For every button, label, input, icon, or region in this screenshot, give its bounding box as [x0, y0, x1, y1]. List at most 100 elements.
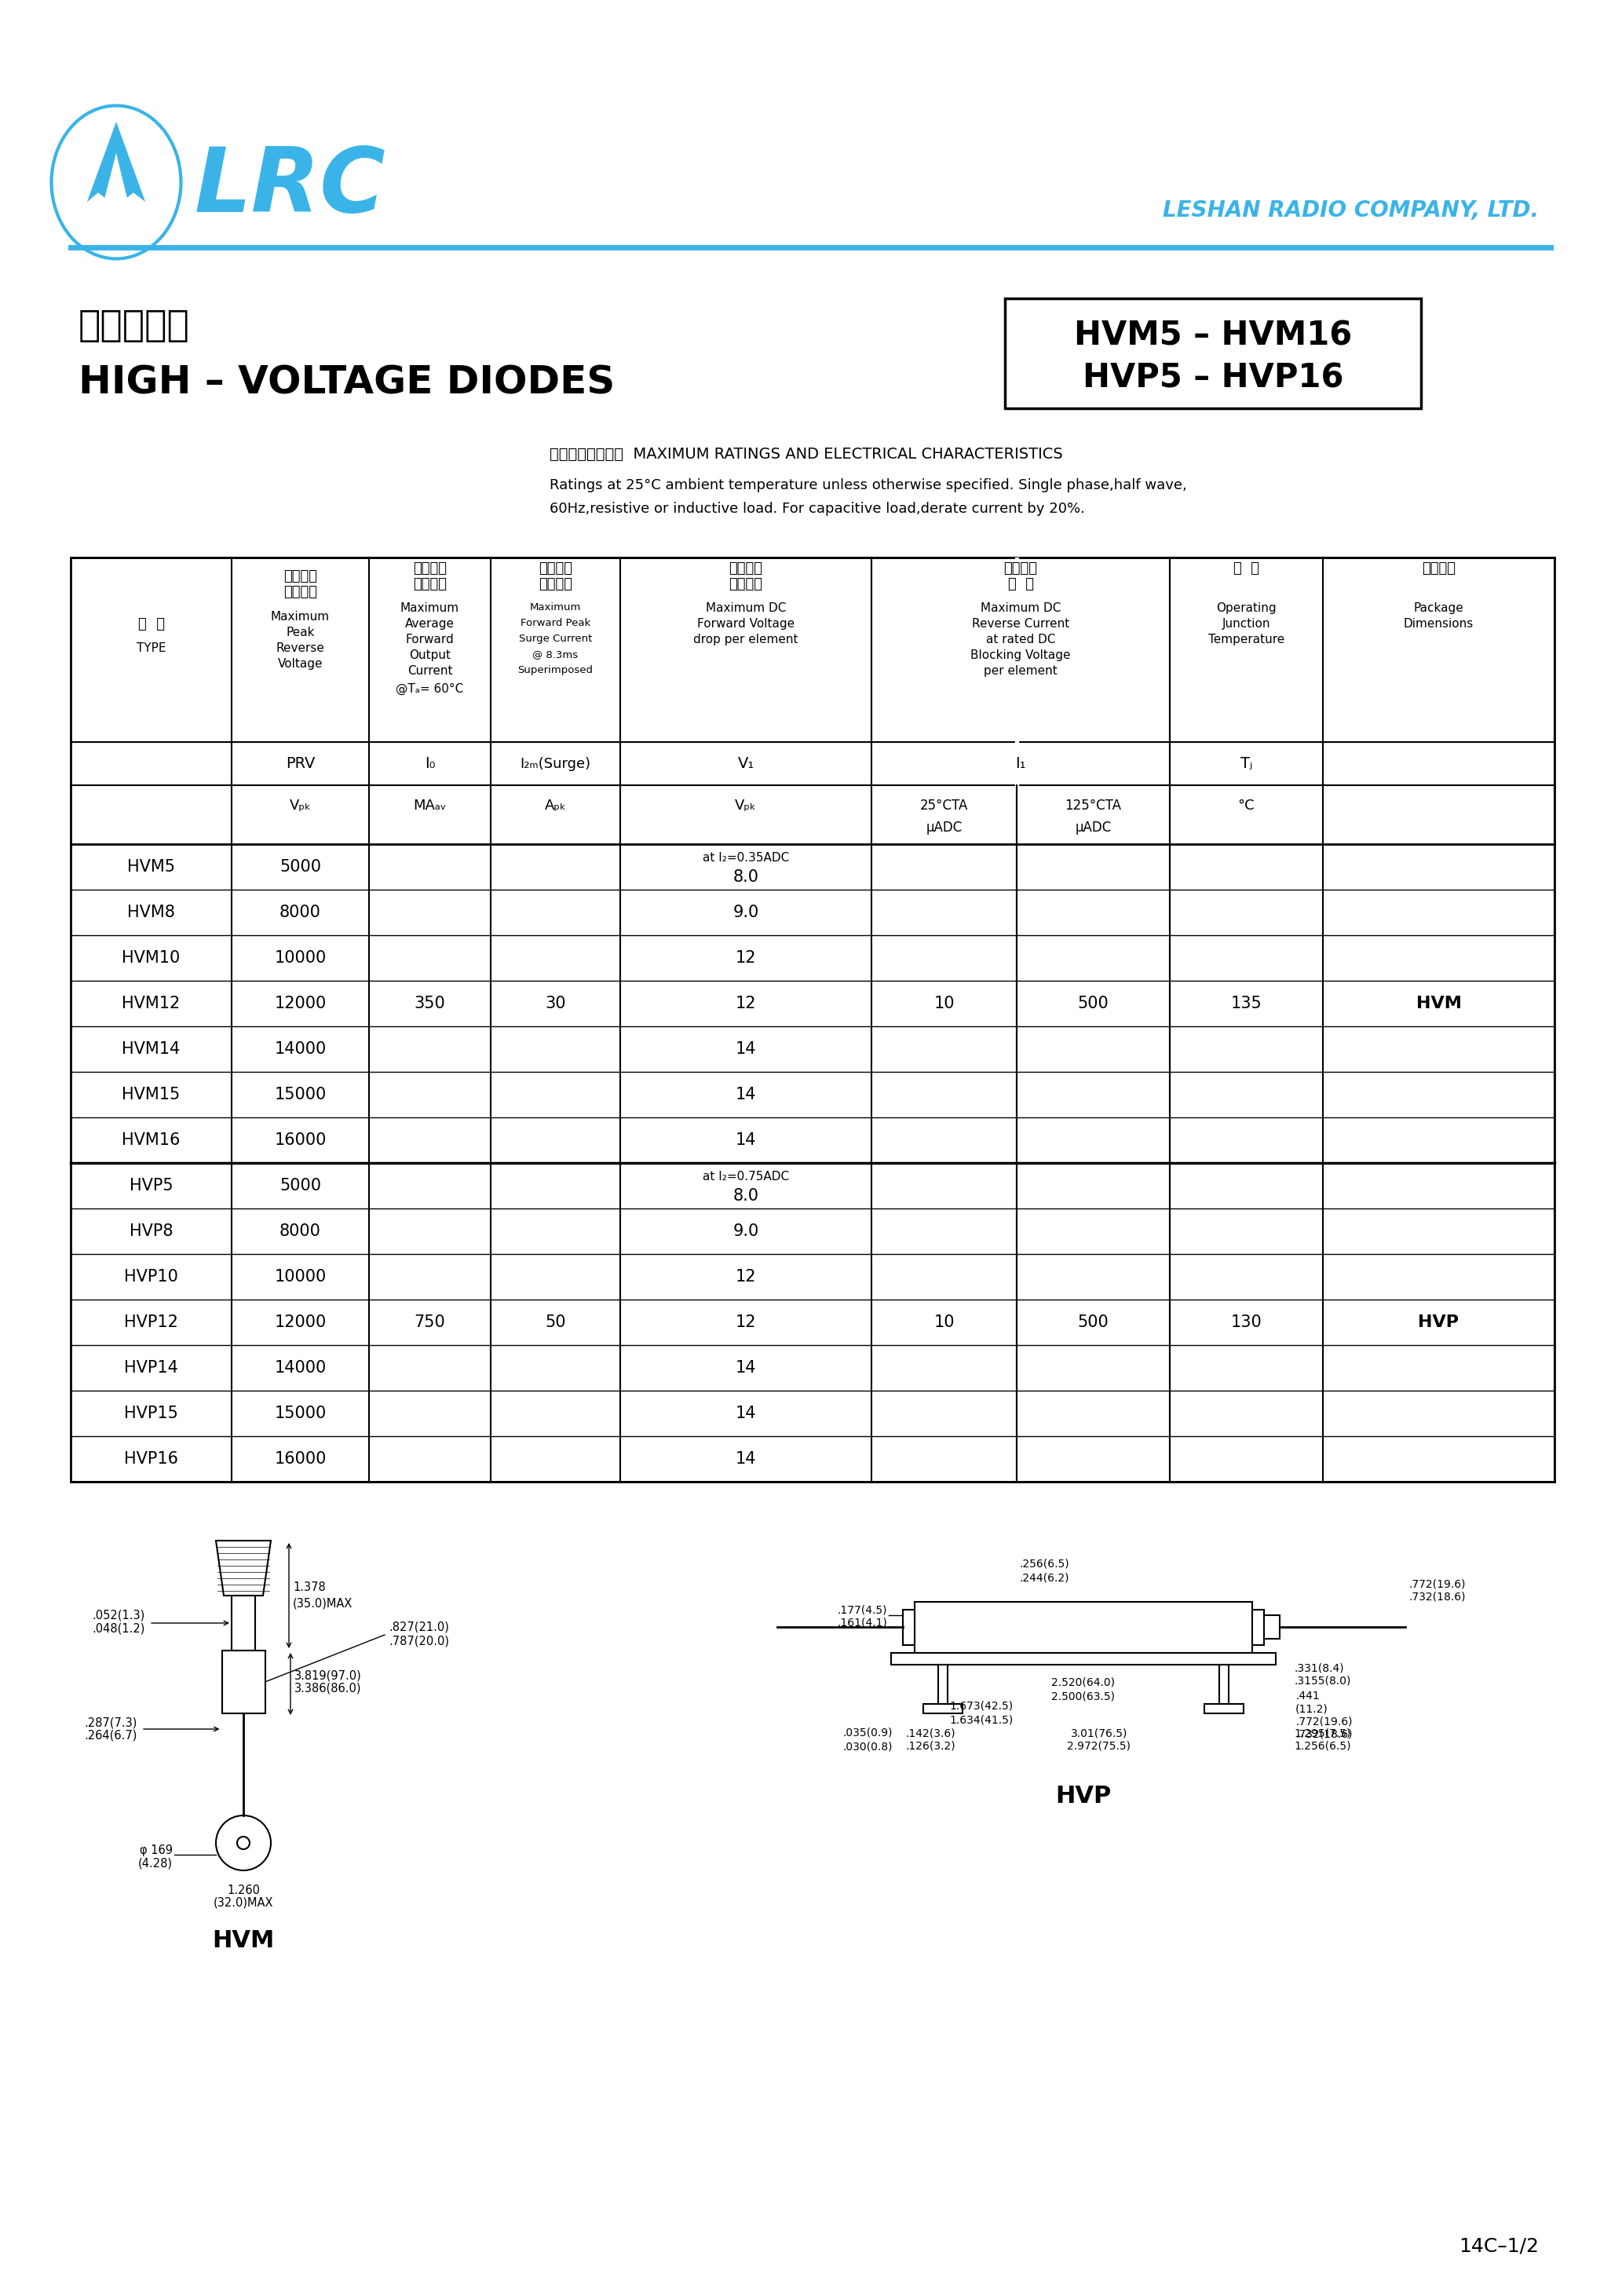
Text: .772(19.6): .772(19.6)	[1410, 1580, 1466, 1589]
Text: HVM5 – HVM16: HVM5 – HVM16	[1074, 319, 1353, 354]
Text: 15000: 15000	[274, 1405, 326, 1421]
Text: 14000: 14000	[274, 1359, 326, 1375]
Text: HVP14: HVP14	[125, 1359, 178, 1375]
Text: 浪涌电流: 浪涌电流	[539, 576, 573, 592]
Text: Junction: Junction	[1223, 618, 1270, 629]
Text: HVM5: HVM5	[127, 859, 175, 875]
Text: I₁: I₁	[1015, 755, 1027, 771]
Bar	[1015, 558, 1019, 785]
Text: (32.0)MAX: (32.0)MAX	[214, 1896, 274, 1908]
Bar	[923, 1704, 962, 1713]
Text: μADC: μADC	[926, 820, 962, 836]
Polygon shape	[84, 122, 148, 209]
Text: HVM12: HVM12	[122, 996, 180, 1010]
Text: 350: 350	[414, 996, 446, 1010]
Circle shape	[216, 1816, 271, 1871]
Text: @ 8.3ms: @ 8.3ms	[532, 650, 579, 659]
Text: V₁: V₁	[738, 755, 754, 771]
Text: at I₂=0.35ADC: at I₂=0.35ADC	[702, 852, 790, 863]
Text: 14: 14	[735, 1405, 756, 1421]
Ellipse shape	[52, 106, 182, 259]
Text: I₀: I₀	[425, 755, 435, 771]
Text: 15000: 15000	[274, 1086, 326, 1102]
Text: .048(1.2): .048(1.2)	[92, 1623, 146, 1635]
Polygon shape	[83, 195, 151, 209]
Text: .787(20.0): .787(20.0)	[389, 1635, 449, 1646]
Text: Maximum: Maximum	[271, 611, 329, 622]
Text: (11.2): (11.2)	[1296, 1704, 1328, 1715]
Text: HVP15: HVP15	[125, 1405, 178, 1421]
Text: 14C–1/2: 14C–1/2	[1458, 2236, 1539, 2255]
Text: 3.819(97.0): 3.819(97.0)	[295, 1669, 362, 1681]
Text: Reverse: Reverse	[276, 643, 324, 654]
Bar	[1204, 1704, 1244, 1713]
Text: Peak: Peak	[285, 627, 315, 638]
Text: 14000: 14000	[274, 1040, 326, 1056]
Text: LESHAN RADIO COMPANY, LTD.: LESHAN RADIO COMPANY, LTD.	[1163, 200, 1539, 220]
Text: 2.972(75.5): 2.972(75.5)	[1067, 1740, 1131, 1752]
Text: Package: Package	[1414, 602, 1463, 613]
Text: 5000: 5000	[279, 859, 321, 875]
Text: .732(18.6): .732(18.6)	[1296, 1729, 1353, 1740]
Text: 最大正向: 最大正向	[539, 563, 573, 576]
Text: Dimensions: Dimensions	[1403, 618, 1474, 629]
Text: 1.260: 1.260	[227, 1885, 260, 1896]
Bar	[232, 1596, 255, 1651]
Text: °C: °C	[1238, 799, 1255, 813]
Text: .772(19.6): .772(19.6)	[1296, 1715, 1353, 1727]
Text: HVP10: HVP10	[125, 1270, 178, 1286]
Text: 8.0: 8.0	[733, 870, 759, 884]
Text: HVM15: HVM15	[122, 1086, 180, 1102]
Text: at I₂=0.75ADC: at I₂=0.75ADC	[702, 1171, 788, 1182]
Bar	[903, 1609, 915, 1644]
Text: Forward Peak: Forward Peak	[521, 618, 590, 629]
Text: .732(18.6): .732(18.6)	[1410, 1591, 1466, 1603]
Text: .331(8.4): .331(8.4)	[1294, 1662, 1343, 1674]
Text: Maximum: Maximum	[401, 602, 459, 613]
Text: HVP: HVP	[1056, 1784, 1111, 1807]
Text: .177(4.5): .177(4.5)	[837, 1605, 887, 1614]
Text: TYPE: TYPE	[136, 643, 165, 654]
Text: Ratings at 25°C ambient temperature unless otherwise specified. Single phase,hal: Ratings at 25°C ambient temperature unle…	[550, 478, 1187, 491]
Text: .3155(8.0): .3155(8.0)	[1294, 1676, 1351, 1685]
Bar	[890, 1653, 1277, 1665]
Text: Forward Voltage: Forward Voltage	[697, 618, 795, 629]
Text: 10000: 10000	[274, 1270, 326, 1286]
Text: @Tₐ= 60°C: @Tₐ= 60°C	[396, 684, 464, 696]
Text: 10: 10	[934, 1316, 954, 1329]
Text: 3.01(76.5): 3.01(76.5)	[1071, 1729, 1127, 1738]
Text: .035(0.9): .035(0.9)	[842, 1727, 892, 1738]
Text: 最大额定値、电性  MAXIMUM RATINGS AND ELECTRICAL CHARACTERISTICS: 最大额定値、电性 MAXIMUM RATINGS AND ELECTRICAL …	[550, 445, 1062, 461]
Text: 9.0: 9.0	[733, 1224, 759, 1240]
Text: 1.634(41.5): 1.634(41.5)	[949, 1715, 1014, 1724]
Text: 30: 30	[545, 996, 566, 1010]
Text: .441: .441	[1296, 1690, 1320, 1701]
Text: 14: 14	[735, 1359, 756, 1375]
Text: Blocking Voltage: Blocking Voltage	[970, 650, 1071, 661]
Text: Average: Average	[406, 618, 454, 629]
Text: .126(3.2): .126(3.2)	[905, 1740, 955, 1752]
Text: 25°CTA: 25°CTA	[920, 799, 968, 813]
Text: 8.0: 8.0	[733, 1187, 759, 1203]
Polygon shape	[102, 154, 130, 209]
Text: .142(3.6): .142(3.6)	[905, 1729, 955, 1738]
Text: 最大正向: 最大正向	[728, 563, 762, 576]
Text: 型  号: 型 号	[138, 618, 164, 631]
Text: 5000: 5000	[279, 1178, 321, 1194]
Text: 2.520(64.0): 2.520(64.0)	[1051, 1676, 1116, 1688]
Text: at rated DC: at rated DC	[986, 634, 1056, 645]
Text: I₂ₘ(Surge): I₂ₘ(Surge)	[521, 758, 590, 771]
Text: HVM10: HVM10	[122, 951, 180, 967]
Text: 外型尺寸: 外型尺寸	[1422, 563, 1455, 576]
Text: 135: 135	[1231, 996, 1262, 1010]
Text: PRV: PRV	[285, 755, 315, 771]
Polygon shape	[216, 1541, 271, 1596]
Text: LRC: LRC	[195, 142, 386, 230]
Text: 12: 12	[735, 996, 756, 1010]
Text: Temperature: Temperature	[1208, 634, 1285, 645]
Text: HVM8: HVM8	[127, 905, 175, 921]
Text: Vₚₖ: Vₚₖ	[289, 799, 311, 813]
Text: 14: 14	[735, 1132, 756, 1148]
Text: 16000: 16000	[274, 1451, 326, 1467]
Text: Current: Current	[407, 666, 453, 677]
